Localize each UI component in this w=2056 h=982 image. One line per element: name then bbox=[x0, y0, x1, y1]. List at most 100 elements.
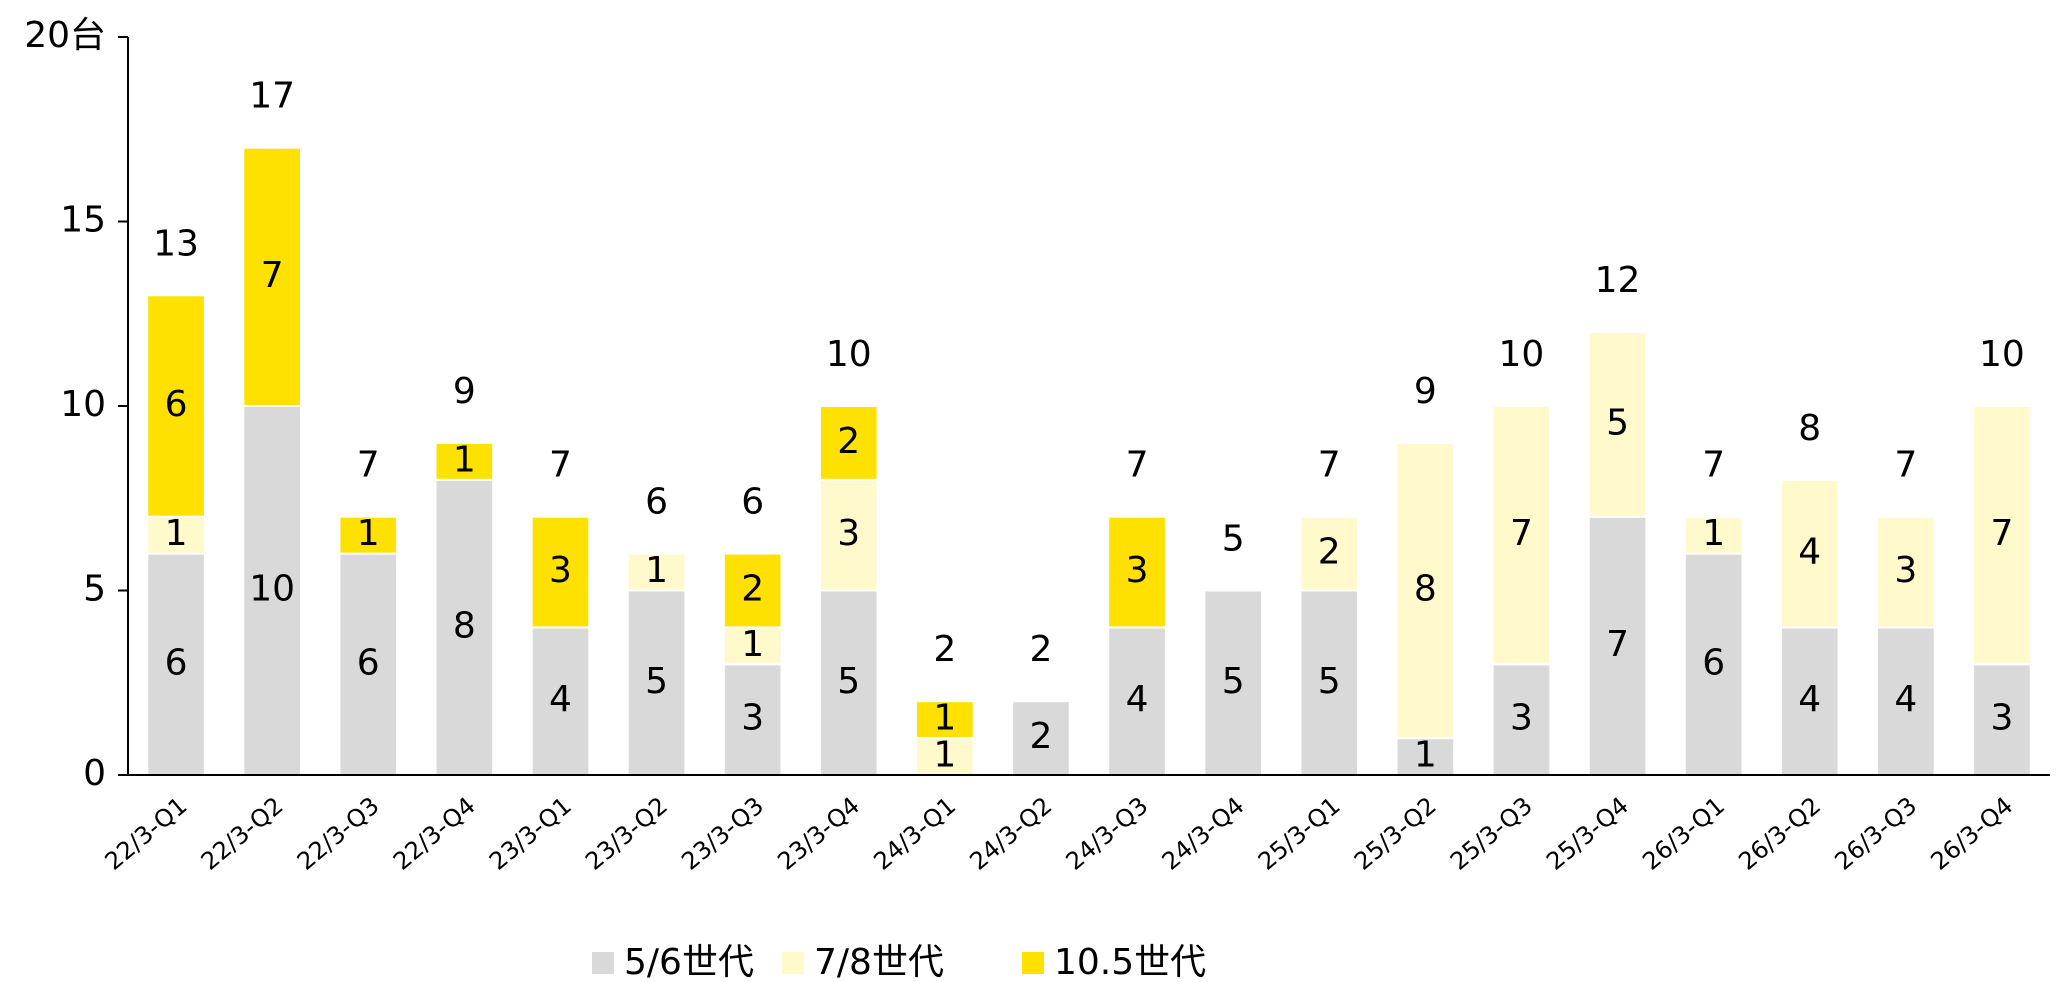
x-tick-label: 25/3-Q4 bbox=[1541, 792, 1634, 876]
bar-segment bbox=[1683, 515, 1744, 555]
segment-label: 1 bbox=[1702, 513, 1725, 554]
bar-segment bbox=[1011, 700, 1071, 777]
bar-segment bbox=[530, 626, 591, 777]
bar-segment bbox=[626, 552, 687, 592]
total-label: 5 bbox=[1222, 519, 1245, 560]
total-label: 7 bbox=[1318, 445, 1341, 486]
segment-label: 2 bbox=[741, 569, 764, 610]
bar-segment bbox=[1299, 589, 1360, 776]
segment-label: 2 bbox=[1318, 532, 1341, 573]
segment-label: 5 bbox=[1222, 661, 1245, 702]
segment-label: 7 bbox=[261, 255, 284, 296]
legend-label: 7/8世代 bbox=[814, 942, 944, 982]
bar-segment bbox=[1779, 478, 1840, 629]
bar-segment bbox=[338, 515, 399, 555]
bar-segment bbox=[434, 441, 495, 481]
y-tick-label: 5 bbox=[83, 569, 106, 610]
bar-segment bbox=[915, 700, 975, 740]
total-label: 7 bbox=[1702, 445, 1725, 486]
total-label: 7 bbox=[1126, 445, 1149, 486]
segment-label: 6 bbox=[165, 642, 188, 683]
segment-label: 4 bbox=[549, 679, 572, 720]
total-label: 17 bbox=[249, 76, 295, 117]
bar-segment bbox=[722, 663, 783, 776]
bar-segment bbox=[722, 626, 783, 666]
bar-segment bbox=[1299, 515, 1360, 592]
bar-segment bbox=[1203, 589, 1263, 776]
bar-segment bbox=[1876, 626, 1936, 777]
total-label: 9 bbox=[453, 371, 476, 412]
x-tick-label: 22/3-Q1 bbox=[100, 792, 193, 876]
bar-segment bbox=[146, 294, 206, 518]
x-tick-label: 23/3-Q3 bbox=[676, 792, 769, 876]
segment-label: 5 bbox=[645, 661, 668, 702]
segment-label: 1 bbox=[645, 550, 668, 591]
legend-swatch bbox=[782, 952, 804, 974]
bar-segment bbox=[1587, 515, 1648, 776]
x-tick-label: 24/3-Q3 bbox=[1061, 792, 1154, 876]
segment-label: 10 bbox=[249, 569, 295, 610]
total-label: 9 bbox=[1414, 371, 1437, 412]
segment-label: 1 bbox=[933, 735, 956, 776]
segment-label: 8 bbox=[1414, 569, 1437, 610]
segment-label: 1 bbox=[357, 513, 380, 554]
x-tick-label: 22/3-Q2 bbox=[196, 792, 289, 876]
total-label: 2 bbox=[1029, 629, 1052, 670]
segment-label: 3 bbox=[1894, 550, 1917, 591]
total-label: 6 bbox=[741, 482, 764, 523]
segment-label: 3 bbox=[837, 513, 860, 554]
segment-label: 3 bbox=[1126, 550, 1149, 591]
segment-label: 3 bbox=[741, 698, 764, 739]
x-tick-label: 22/3-Q3 bbox=[292, 792, 385, 876]
total-label: 6 bbox=[645, 482, 668, 523]
x-tick-label: 24/3-Q4 bbox=[1157, 792, 1250, 876]
segment-label: 3 bbox=[1510, 698, 1533, 739]
y-tick-label: 15 bbox=[60, 200, 106, 241]
total-label: 8 bbox=[1798, 408, 1821, 449]
segment-label: 2 bbox=[1029, 716, 1052, 757]
segment-label: 6 bbox=[165, 384, 188, 425]
x-tick-label: 26/3-Q1 bbox=[1637, 792, 1730, 876]
segment-label: 1 bbox=[165, 513, 188, 554]
x-tick-label: 25/3-Q3 bbox=[1445, 792, 1538, 876]
segment-label: 5 bbox=[837, 661, 860, 702]
segment-label: 3 bbox=[549, 550, 572, 591]
legend-swatch bbox=[592, 952, 614, 974]
bar-segment bbox=[1587, 331, 1648, 518]
x-tick-label: 23/3-Q4 bbox=[772, 792, 865, 876]
x-tick-label: 23/3-Q2 bbox=[580, 792, 673, 876]
x-tick-label: 23/3-Q1 bbox=[484, 792, 577, 876]
y-tick-label: 10 bbox=[60, 384, 106, 425]
legend-label: 10.5世代 bbox=[1054, 942, 1206, 982]
segment-label: 7 bbox=[1606, 624, 1629, 665]
bar-segment bbox=[146, 515, 206, 555]
total-label: 12 bbox=[1595, 260, 1641, 301]
x-tick-label: 24/3-Q1 bbox=[868, 792, 961, 876]
segment-label: 1 bbox=[741, 624, 764, 665]
x-tick-label: 25/3-Q2 bbox=[1349, 792, 1442, 876]
segment-label: 5 bbox=[1606, 402, 1629, 443]
segment-label: 7 bbox=[1510, 513, 1533, 554]
x-tick-label: 22/3-Q4 bbox=[388, 792, 481, 876]
segment-label: 8 bbox=[453, 605, 476, 646]
x-tick-label: 26/3-Q4 bbox=[1926, 792, 2019, 876]
segment-label: 4 bbox=[1126, 679, 1149, 720]
bar-segment bbox=[1972, 405, 2032, 666]
total-label: 7 bbox=[357, 445, 380, 486]
bar-segment bbox=[1491, 405, 1552, 666]
bar-segment bbox=[1395, 441, 1456, 740]
total-label: 7 bbox=[549, 445, 572, 486]
x-tick-label: 24/3-Q2 bbox=[965, 792, 1058, 876]
segment-label: 3 bbox=[1990, 698, 2013, 739]
segment-label: 5 bbox=[1318, 661, 1341, 702]
bar-segment bbox=[1683, 552, 1744, 776]
segment-label: 4 bbox=[1798, 679, 1821, 720]
bar-segment bbox=[1491, 663, 1552, 776]
bar-segment bbox=[1972, 663, 2032, 776]
segment-label: 4 bbox=[1798, 532, 1821, 573]
bar-segment bbox=[530, 515, 591, 629]
segment-label: 7 bbox=[1990, 513, 2013, 554]
bar-segment bbox=[1107, 626, 1167, 777]
x-tick-label: 25/3-Q1 bbox=[1253, 792, 1346, 876]
total-label: 2 bbox=[933, 629, 956, 670]
